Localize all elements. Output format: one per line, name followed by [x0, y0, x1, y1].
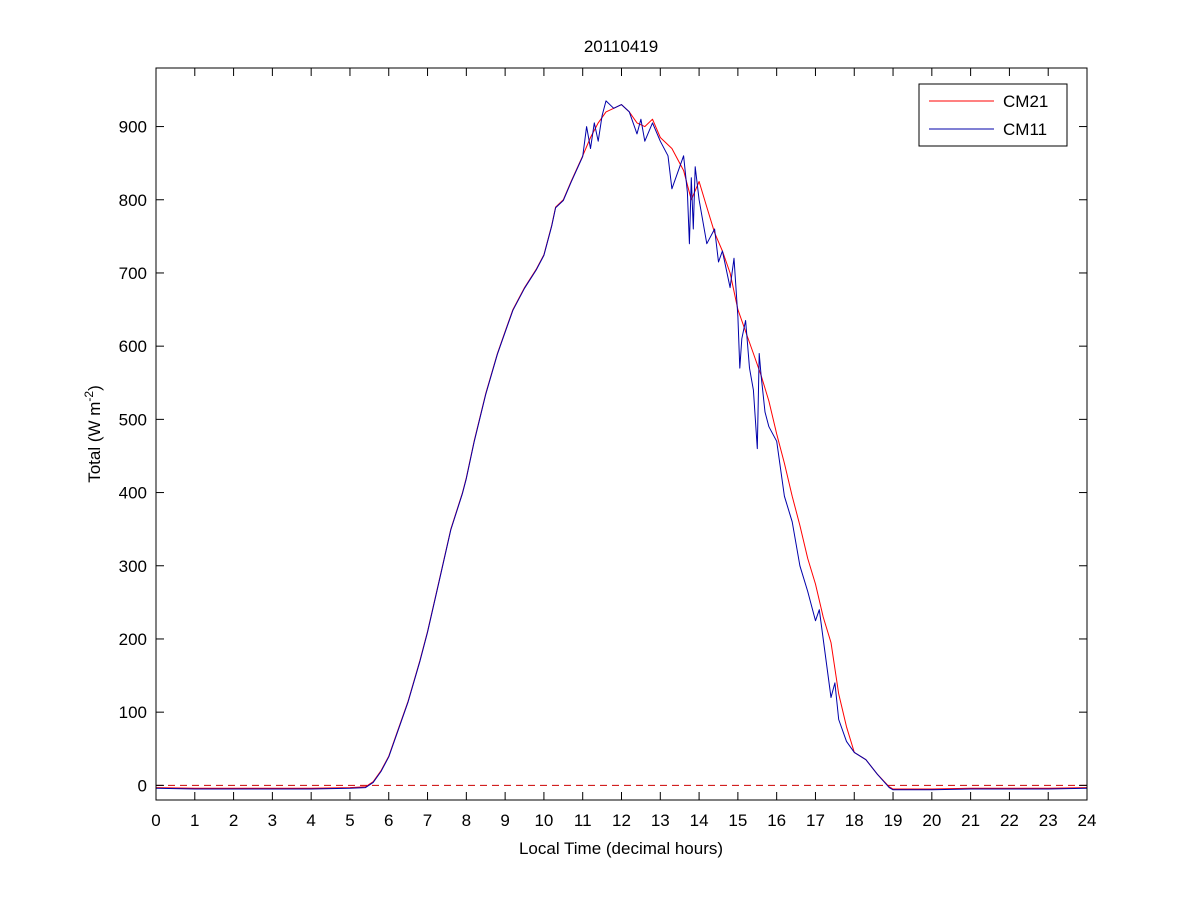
y-tick-label: 400 — [119, 484, 147, 503]
x-tick-label: 4 — [306, 811, 315, 830]
x-tick-label: 9 — [500, 811, 509, 830]
y-tick-label: 800 — [119, 191, 147, 210]
x-tick-label: 15 — [728, 811, 747, 830]
x-tick-label: 23 — [1039, 811, 1058, 830]
x-tick-label: 17 — [806, 811, 825, 830]
y-axis-label-main: Total (W m — [85, 402, 104, 483]
x-tick-label: 12 — [612, 811, 631, 830]
y-axis-label-superscript: -2 — [82, 391, 96, 402]
y-axis: 0 100 200 300 400 500 600 700 800 900 — [119, 118, 1087, 795]
x-axis-label: Local Time (decimal hours) — [519, 839, 723, 858]
x-tick-label: 7 — [423, 811, 432, 830]
legend-label-cm21: CM21 — [1003, 92, 1048, 111]
x-tick-label: 0 — [151, 811, 160, 830]
x-tick-label: 18 — [845, 811, 864, 830]
y-tick-label: 300 — [119, 557, 147, 576]
y-tick-label: 0 — [138, 776, 147, 795]
x-tick-label: 16 — [767, 811, 786, 830]
chart-title: 20110419 — [584, 37, 658, 56]
x-tick-label: 6 — [384, 811, 393, 830]
legend-box — [918, 83, 1068, 147]
x-tick-label: 8 — [462, 811, 471, 830]
x-tick-label: 2 — [229, 811, 238, 830]
x-axis: 0 1 2 3 4 5 6 7 8 9 10 11 12 13 14 15 16 17 18 19 20 21 22 23 24 — [151, 68, 1096, 830]
y-tick-label: 600 — [119, 337, 147, 356]
x-tick-label: 3 — [268, 811, 277, 830]
x-tick-label: 20 — [922, 811, 941, 830]
y-tick-label: 700 — [119, 264, 147, 283]
x-tick-label: 19 — [884, 811, 903, 830]
y-axis-label-close: ) — [85, 385, 104, 391]
x-tick-label: 14 — [690, 811, 709, 830]
y-axis-label: Total (W m-2) — [82, 385, 104, 483]
x-tick-label: 10 — [534, 811, 553, 830]
legend-label-cm11: CM11 — [1003, 120, 1047, 139]
x-tick-label: 13 — [651, 811, 670, 830]
y-tick-label: 900 — [119, 118, 147, 137]
x-tick-label: 21 — [961, 811, 980, 830]
x-tick-label: 1 — [190, 811, 199, 830]
y-tick-label: 100 — [119, 703, 147, 722]
legend: CM21 CM11 — [918, 83, 1068, 147]
x-tick-label: 22 — [1000, 811, 1019, 830]
y-tick-label: 200 — [119, 630, 147, 649]
y-tick-label: 500 — [119, 410, 147, 429]
x-tick-label: 11 — [574, 811, 592, 830]
x-tick-label: 24 — [1078, 811, 1097, 830]
series-line-cm11 — [155, 100, 1088, 791]
x-tick-label: 5 — [345, 811, 354, 830]
